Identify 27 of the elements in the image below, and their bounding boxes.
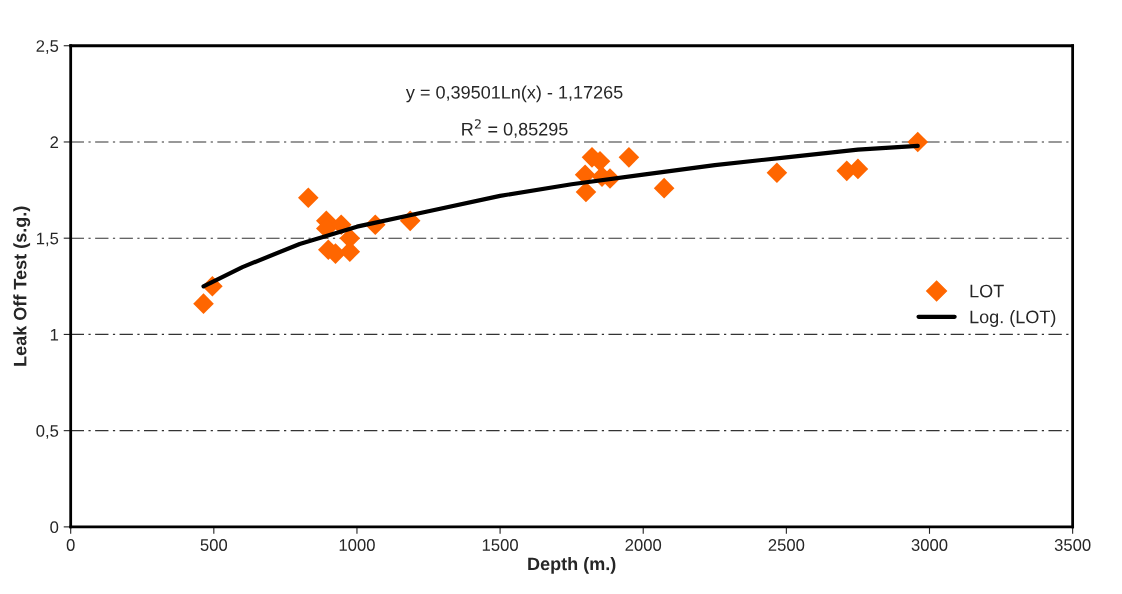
annotation: R$^{2}$ = 0,85295 bbox=[462, 119, 568, 138]
x-tick-label: 2000 bbox=[625, 539, 662, 551]
annotation: y = 0,39501Ln(x) - 1,17265 bbox=[405, 85, 623, 103]
y-tick-label: 1 bbox=[50, 328, 59, 341]
x-tick-label: 1500 bbox=[482, 539, 518, 551]
x-tick-label: 500 bbox=[200, 539, 228, 551]
x-tick-label: 1000 bbox=[339, 539, 375, 551]
y-tick-label: 0,5 bbox=[36, 425, 59, 439]
y-tick-label: 2 bbox=[50, 136, 59, 149]
point bbox=[193, 293, 214, 314]
x-tick-label: 3500 bbox=[1054, 539, 1091, 551]
y-tick-label: 0 bbox=[50, 521, 59, 534]
point bbox=[766, 162, 788, 184]
y-axis-title: Leak Off Test (s.g.) bbox=[13, 206, 31, 366]
x-axis-title: Depth (m.) bbox=[528, 557, 616, 574]
point bbox=[297, 187, 319, 209]
legend-label: LOT bbox=[970, 284, 1004, 298]
y-tick-label: 2,5 bbox=[36, 40, 59, 54]
x-tick-label: 3000 bbox=[911, 539, 948, 551]
y-tick-label: 1,5 bbox=[36, 232, 59, 247]
x-tick-label: 0 bbox=[66, 539, 75, 551]
point bbox=[575, 181, 597, 203]
point bbox=[618, 147, 640, 168]
point bbox=[339, 241, 361, 262]
legend-label: Log. (LOT) bbox=[970, 310, 1056, 327]
point bbox=[653, 177, 675, 199]
x-tick-label: 2500 bbox=[768, 539, 805, 551]
